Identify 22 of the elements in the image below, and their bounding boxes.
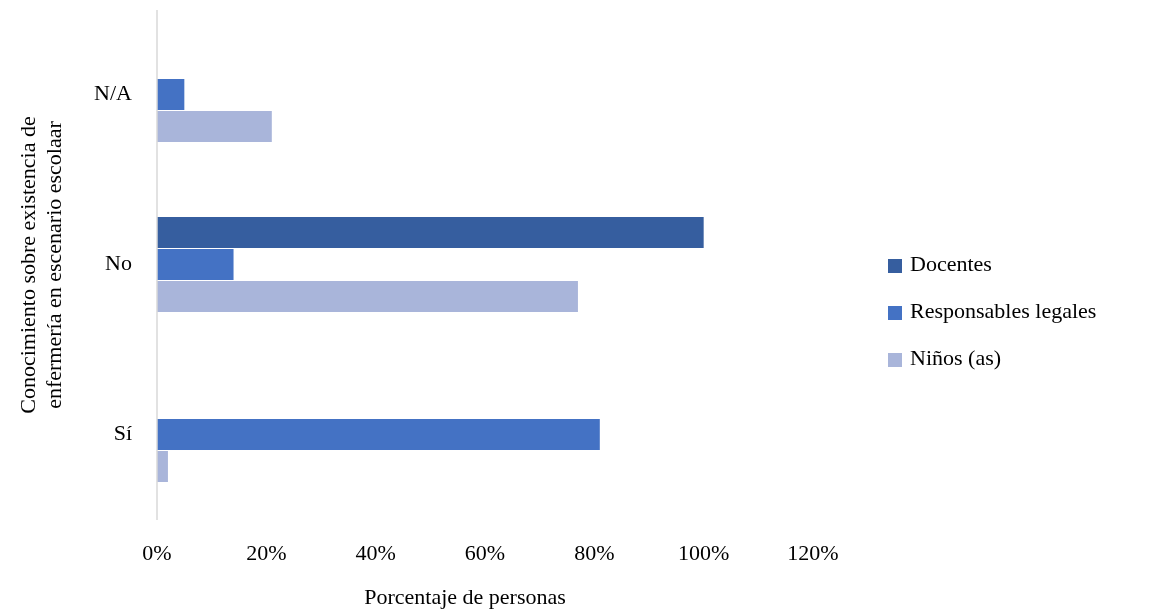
x-tick-label: 20%: [246, 540, 287, 565]
y-tick-label: No: [105, 250, 132, 276]
x-tick-label: 0%: [142, 540, 172, 565]
bar: [157, 217, 704, 248]
x-tick-label: 120%: [787, 540, 839, 565]
bar: [157, 451, 168, 482]
bar: [157, 419, 600, 450]
x-axis-title: Porcentaje de personas: [364, 584, 566, 609]
legend-label: Responsables legales: [910, 298, 1097, 324]
x-tick-label: 80%: [574, 540, 615, 565]
x-tick-label: 60%: [464, 540, 506, 565]
bar: [157, 249, 234, 280]
bar: [157, 281, 578, 312]
x-tick-label: 100%: [678, 540, 730, 565]
y-axis-title: Conocimiento sobre existencia de enfermería en escenario escolaar: [15, 116, 66, 414]
legend-label: Docentes: [910, 251, 992, 277]
bar: [157, 79, 185, 110]
bar: [157, 111, 272, 142]
legend-label: Niños (as): [910, 345, 1002, 371]
y-tick-label: Sí: [113, 420, 132, 446]
x-tick-label: 40%: [355, 540, 396, 565]
y-tick-label: N/A: [94, 80, 133, 106]
